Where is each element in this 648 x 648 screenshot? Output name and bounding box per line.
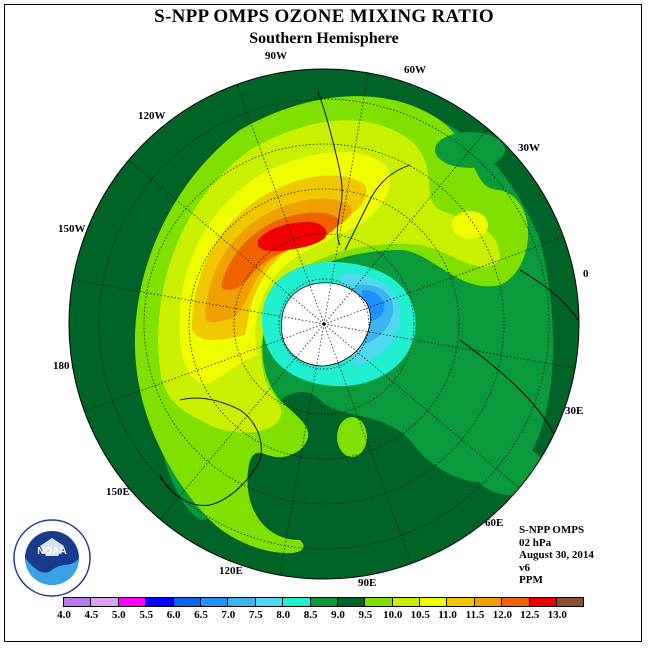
noaa-logo-text: NOAA (37, 546, 66, 557)
antarctica (281, 282, 371, 367)
colorbar-cell (473, 597, 503, 607)
colorbar-cell (419, 597, 448, 607)
africa-outline (459, 269, 579, 451)
meridian-line (279, 323, 325, 576)
lon-label-30e: 30E (565, 405, 584, 417)
map-title: S-NPP OMPS OZONE MIXING RATIO (154, 6, 494, 27)
field-blob-3 (435, 132, 505, 168)
meridian-line (323, 128, 489, 325)
colorbar-cell (309, 597, 338, 607)
colorbar-tick-label: 11.5 (465, 609, 485, 621)
south-pole-marker (322, 322, 326, 326)
info-block: S-NPP OMPS 02 hPa August 30, 2014 v6 PPM (519, 524, 594, 587)
colorbar-cell (63, 597, 92, 607)
colorbar-tick-label: 7.0 (221, 609, 236, 621)
field-blob-2 (452, 211, 488, 239)
south-america-outline (317, 91, 411, 251)
lon-label-90w: 90W (265, 50, 287, 62)
colorbar-tick-label: 10.5 (410, 609, 430, 621)
lon-label-60w: 60W (404, 64, 426, 76)
field-blob-1 (337, 417, 367, 457)
colorbar-cell (199, 597, 229, 607)
info-version: v6 (519, 561, 530, 574)
meridian-line (72, 279, 325, 325)
meridians (72, 72, 576, 576)
meridian-line (128, 159, 325, 325)
meridian-line (323, 236, 564, 325)
colorbar-cell (282, 597, 311, 607)
graticule (98, 98, 550, 550)
colorbar-tick-label: 10.0 (383, 609, 403, 621)
colorbar-tick-label: 8.0 (276, 609, 291, 621)
colorbar-tick-label: 13.0 (547, 609, 567, 621)
map-border (68, 68, 580, 580)
colorbar (63, 597, 585, 607)
colorbar-tick-label: 4.0 (57, 609, 71, 621)
colorbar-tick-label: 9.0 (331, 609, 345, 621)
colorbar-tick-label: 11.0 (438, 609, 457, 621)
colorbar-cell (364, 597, 393, 607)
lon-label-90e: 90E (358, 577, 377, 589)
lon-label-120e: 120E (219, 565, 243, 577)
info-units: PPM (519, 574, 543, 587)
colorbar-tick-label: 6.5 (194, 609, 208, 621)
noaa-logo: NOAA (13, 519, 91, 597)
colorbar-cell (556, 597, 585, 607)
colorbar-cell (391, 597, 421, 607)
colorbar-tick-label: 12.5 (520, 609, 540, 621)
meridian-line (236, 84, 325, 325)
ozone-field (69, 69, 579, 579)
meridian-line (323, 323, 412, 564)
colorbar-cell (117, 597, 147, 607)
colorbar-cell (145, 597, 174, 607)
field-12-5 (258, 222, 327, 252)
figure-frame (4, 4, 642, 642)
info-pressure: 02 hPa (519, 536, 552, 549)
meridian-line (159, 323, 325, 520)
lon-label-150e: 150E (106, 486, 130, 498)
meridian-line (323, 323, 576, 369)
colorbar-cell (446, 597, 475, 607)
lon-label-30w: 30W (518, 142, 540, 154)
australia-outline (159, 397, 262, 506)
colorbar-tick-label: 5.5 (139, 609, 154, 621)
lon-label-120w: 120W (138, 110, 166, 122)
colorbar-cell (528, 597, 558, 607)
lon-label-0: 0 (583, 268, 589, 280)
colorbar-cell (501, 597, 530, 607)
meridian-line (323, 72, 369, 325)
meridian-line (323, 323, 520, 489)
info-instrument: S-NPP OMPS (519, 524, 585, 536)
colorbar-cell (90, 597, 119, 607)
map-subtitle: Southern Hemisphere (249, 30, 399, 47)
colorbar-cell (227, 597, 256, 607)
colorbar-tick-label: 12.0 (492, 609, 513, 621)
colorbar-tick-label: 4.5 (84, 609, 99, 621)
colorbar-cell (172, 597, 201, 607)
colorbar-cell (254, 597, 284, 607)
info-date: August 30, 2014 (519, 549, 594, 562)
colorbar-cell (336, 597, 366, 607)
colorbar-tick-label: 5.0 (111, 609, 126, 621)
colorbar-tick-label: 6.0 (166, 609, 181, 621)
meridian-line (84, 323, 325, 412)
colorbar-tick-label: 9.5 (358, 609, 373, 621)
lon-label-150w: 150W (58, 223, 86, 235)
colorbar-tick-label: 7.5 (248, 609, 263, 621)
field-blob-4 (475, 445, 545, 495)
colorbar-tick-label: 8.5 (303, 609, 318, 621)
lon-label-180: 180 (53, 360, 70, 372)
lon-label-60e: 60E (485, 517, 504, 529)
